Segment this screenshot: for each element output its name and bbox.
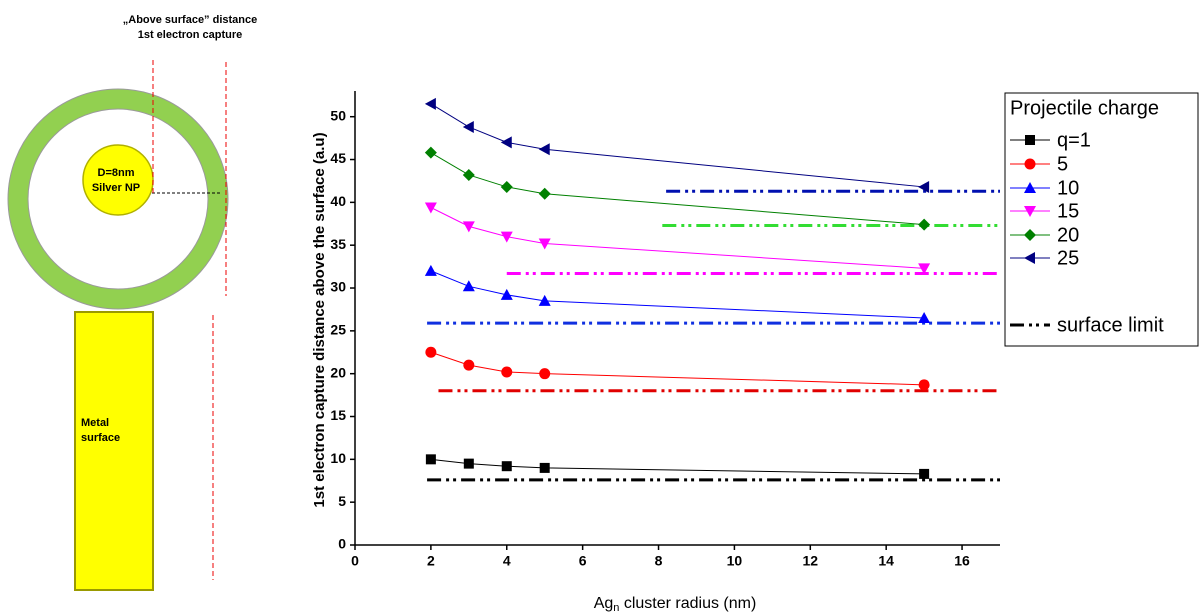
marker bbox=[918, 263, 931, 275]
diagram-title: 1st electron capture bbox=[138, 29, 243, 41]
marker bbox=[919, 468, 930, 479]
legend-label: 5 bbox=[1057, 153, 1068, 175]
marker bbox=[462, 168, 475, 181]
marker bbox=[500, 288, 513, 300]
marker bbox=[501, 366, 513, 378]
marker bbox=[463, 458, 474, 469]
marker bbox=[538, 238, 551, 250]
marker bbox=[538, 294, 551, 306]
y-tick-label: 20 bbox=[330, 364, 346, 380]
marker bbox=[424, 97, 436, 110]
y-tick-label: 15 bbox=[330, 407, 346, 423]
legend-box bbox=[1004, 92, 1199, 347]
x-tick-label: 4 bbox=[503, 553, 511, 569]
nanoparticle bbox=[82, 144, 154, 216]
marker bbox=[539, 462, 550, 473]
marker bbox=[462, 280, 475, 292]
x-tick-label: 16 bbox=[954, 553, 970, 569]
marker bbox=[538, 143, 550, 156]
x-label-base: Ag bbox=[594, 595, 614, 612]
marker bbox=[424, 264, 437, 276]
marker bbox=[918, 180, 930, 193]
x-label-sub: n bbox=[613, 602, 619, 614]
marker bbox=[1025, 135, 1035, 145]
legend-label: q=1 bbox=[1057, 129, 1091, 151]
x-tick-label: 6 bbox=[579, 553, 587, 569]
marker bbox=[500, 180, 513, 193]
marker bbox=[500, 136, 512, 149]
y-tick-label: 5 bbox=[338, 493, 346, 509]
marker bbox=[425, 346, 437, 358]
y-tick-label: 50 bbox=[330, 107, 346, 123]
marker bbox=[1024, 229, 1036, 241]
y-tick-label: 35 bbox=[330, 236, 346, 252]
np-label: D=8nm bbox=[98, 167, 135, 179]
x-tick-label: 10 bbox=[727, 553, 743, 569]
legend-label: 25 bbox=[1057, 247, 1079, 269]
legend-label: surface limit bbox=[1057, 314, 1164, 336]
x-axis-label: Agn cluster radius (nm) bbox=[594, 595, 757, 614]
marker bbox=[1024, 206, 1036, 217]
marker bbox=[425, 454, 436, 465]
surface-label: surface bbox=[81, 432, 120, 444]
marker bbox=[918, 218, 931, 231]
marker bbox=[501, 461, 512, 472]
x-tick-label: 0 bbox=[351, 553, 359, 569]
legend-label: 20 bbox=[1057, 224, 1079, 246]
shell-edge bbox=[7, 88, 229, 310]
y-tick-label: 0 bbox=[338, 536, 346, 552]
electron-shell bbox=[8, 89, 228, 309]
x-tick-label: 2 bbox=[427, 553, 435, 569]
legend-title: Projectile charge bbox=[1010, 97, 1159, 119]
marker bbox=[538, 187, 551, 200]
marker bbox=[500, 231, 513, 243]
shell-edge bbox=[27, 108, 209, 290]
np-label: Silver NP bbox=[92, 182, 140, 194]
legend-label: 15 bbox=[1057, 200, 1079, 222]
y-tick-label: 40 bbox=[330, 193, 346, 209]
surface-label: Metal bbox=[81, 417, 109, 429]
marker bbox=[918, 379, 930, 391]
y-tick-label: 45 bbox=[330, 150, 346, 166]
y-tick-label: 30 bbox=[330, 279, 346, 295]
marker bbox=[462, 221, 475, 233]
legend-label: 10 bbox=[1057, 177, 1079, 199]
x-tick-label: 8 bbox=[655, 553, 663, 569]
marker bbox=[424, 202, 437, 214]
diagram-title: „Above surface” distance bbox=[123, 14, 258, 26]
marker bbox=[1024, 158, 1036, 170]
marker bbox=[539, 368, 551, 380]
marker bbox=[462, 120, 474, 133]
diagram: „Above surface” distance 1st electron ca… bbox=[7, 14, 258, 591]
marker bbox=[424, 146, 437, 159]
x-label-rest: cluster radius (nm) bbox=[619, 595, 756, 612]
y-axis-label: 1st electron capture distance above the … bbox=[311, 132, 328, 507]
y-tick-label: 25 bbox=[330, 322, 346, 338]
marker bbox=[918, 312, 931, 323]
series-line bbox=[430, 103, 925, 188]
x-tick-label: 12 bbox=[803, 553, 819, 569]
marker bbox=[463, 359, 475, 371]
x-tick-label: 14 bbox=[878, 553, 894, 569]
marker bbox=[1024, 252, 1035, 264]
marker bbox=[1024, 182, 1036, 193]
metal-surface bbox=[74, 311, 154, 591]
y-tick-label: 10 bbox=[330, 450, 346, 466]
